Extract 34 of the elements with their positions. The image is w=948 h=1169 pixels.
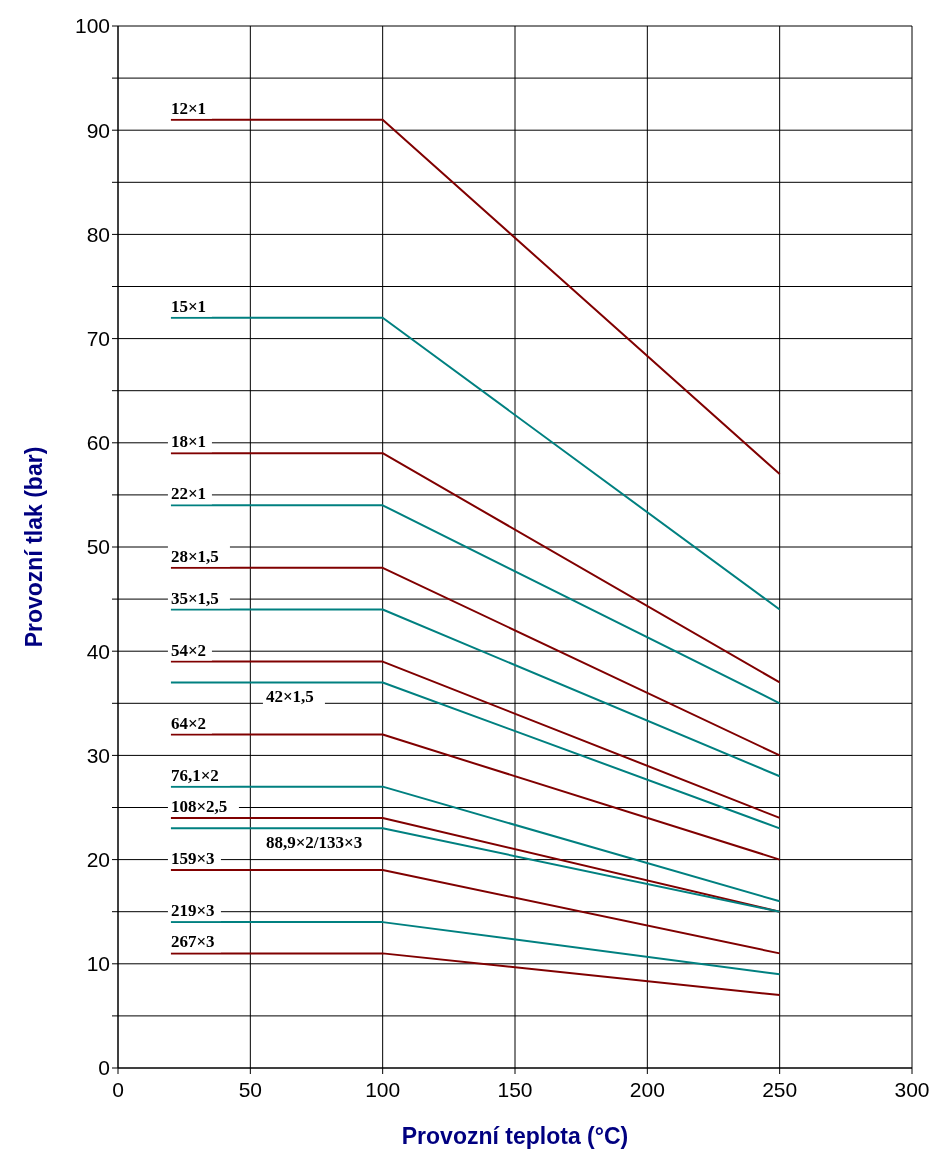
y-tick-label: 0 — [98, 1056, 110, 1080]
series-label: 64×2 — [170, 713, 207, 733]
y-axis-title: Provozní tlak (bar) — [21, 446, 48, 648]
x-axis-title: Provozní teplota (°C) — [401, 1123, 629, 1149]
series-label: 35×1,5 — [170, 588, 219, 608]
series-label: 18×1 — [170, 432, 207, 452]
y-tick-label: 30 — [86, 743, 110, 767]
x-tick-label: 50 — [238, 1077, 263, 1101]
y-tick-label: 70 — [86, 327, 110, 351]
series-label: 28×1,5 — [170, 546, 219, 566]
y-tick-label: 60 — [86, 431, 110, 455]
series-label: 15×1 — [170, 296, 207, 316]
series-label: 54×2 — [170, 640, 207, 660]
series-label: 88,9×2/133×3 — [265, 833, 363, 853]
x-tick-label: 200 — [629, 1077, 665, 1101]
x-tick-label: 300 — [894, 1077, 930, 1101]
series-label: 42×1,5 — [265, 687, 314, 707]
y-tick-label: 50 — [86, 535, 110, 559]
x-tick-label: 250 — [762, 1077, 798, 1101]
y-tick-label: 90 — [86, 118, 110, 142]
series-label: 159×3 — [170, 849, 215, 869]
series-label: 219×3 — [170, 901, 215, 921]
y-tick-label: 100 — [74, 14, 110, 38]
y-tick-label: 40 — [86, 639, 110, 663]
x-tick-label: 100 — [365, 1077, 401, 1101]
x-tick-label: 150 — [497, 1077, 533, 1101]
y-tick-label: 10 — [86, 952, 110, 976]
series-label: 12×1 — [170, 98, 207, 118]
series-label: 76,1×2 — [170, 765, 219, 785]
y-tick-label: 20 — [86, 848, 110, 872]
series-label: 267×3 — [170, 932, 215, 952]
series-label: 22×1 — [170, 484, 207, 504]
series-label: 108×2,5 — [170, 796, 228, 816]
y-tick-label: 80 — [86, 222, 110, 246]
